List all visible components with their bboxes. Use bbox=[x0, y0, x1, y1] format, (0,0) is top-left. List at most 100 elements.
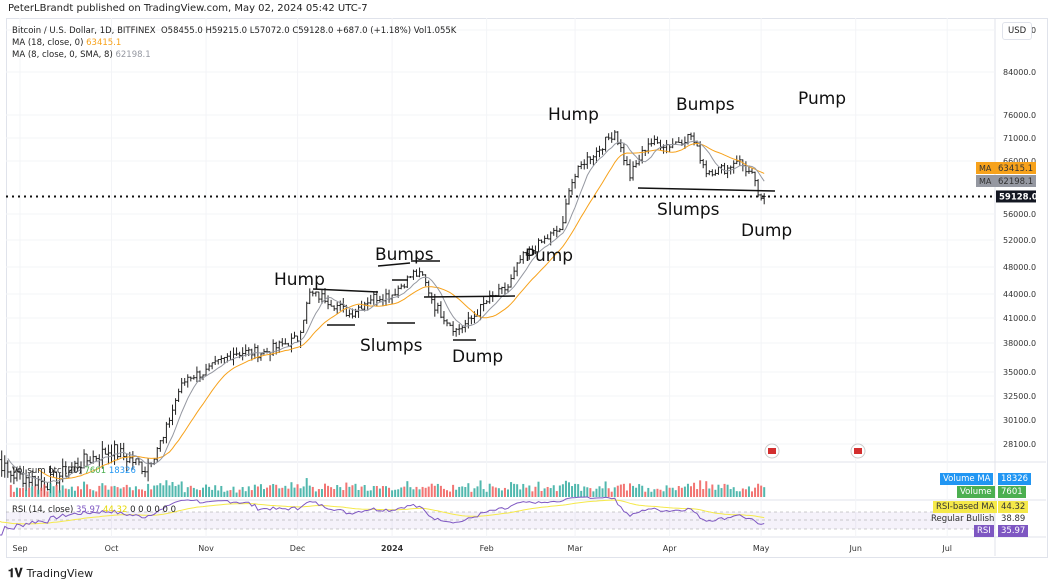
tradingview-logo[interactable]: 𝟏𝐕 TradingView bbox=[8, 566, 93, 581]
currency-button[interactable]: USD bbox=[1002, 22, 1033, 40]
volume-bar bbox=[446, 490, 448, 497]
volume-ma-value: 18326 bbox=[108, 466, 136, 476]
price-tick-label: 32500.0 bbox=[1003, 392, 1036, 401]
volume-bar bbox=[421, 486, 424, 497]
volume-bar bbox=[317, 489, 320, 497]
volume-tag: Volume bbox=[957, 486, 995, 498]
volume-bar bbox=[208, 486, 211, 497]
volume-bar bbox=[86, 484, 89, 497]
volume-bar bbox=[37, 489, 40, 497]
volume-bar bbox=[195, 489, 198, 497]
volume-bar bbox=[656, 488, 659, 497]
volume-bar bbox=[324, 483, 326, 497]
symbol-name[interactable]: Bitcoin / U.S. Dollar, 1D, BITFINEX bbox=[12, 26, 156, 36]
volume-bar bbox=[141, 489, 143, 497]
volume-bar bbox=[226, 490, 229, 497]
volume-bar bbox=[67, 489, 70, 497]
rsi-ma-axis-value: 44.32 bbox=[998, 501, 1029, 513]
volume-bar bbox=[342, 490, 345, 497]
volume-bar bbox=[351, 485, 354, 497]
volume-bar bbox=[638, 484, 641, 497]
brand-name: TradingView bbox=[26, 567, 94, 580]
volume-bar bbox=[668, 487, 671, 497]
volume-bar bbox=[693, 482, 696, 497]
volume-bar bbox=[616, 485, 619, 497]
volume-bar bbox=[714, 489, 717, 497]
volume-bar bbox=[744, 489, 747, 497]
volume-bar bbox=[305, 478, 308, 497]
volume-bar bbox=[439, 485, 442, 497]
ma8-legend[interactable]: MA (8, close, 0, SMA, 8) 62198.1 bbox=[12, 50, 151, 60]
volume-bar bbox=[400, 487, 403, 497]
volume-bar bbox=[171, 482, 174, 497]
volume-bar bbox=[717, 484, 720, 497]
tv-logo-icon: 𝟏𝐕 bbox=[8, 566, 23, 580]
volume-bar bbox=[601, 488, 604, 497]
price-tick-label: 35000.0 bbox=[1003, 368, 1036, 377]
annotation-label: Bumps bbox=[375, 245, 434, 265]
volume-bar bbox=[34, 486, 37, 497]
ma18-value: 63415.1 bbox=[86, 38, 122, 48]
volume-ma-axis-value: 18326 bbox=[998, 473, 1032, 485]
volume-bar bbox=[131, 490, 134, 497]
volume-bar bbox=[619, 484, 622, 497]
volume-bar bbox=[58, 490, 61, 497]
volume-bar bbox=[202, 487, 204, 497]
volume-bar bbox=[293, 487, 296, 497]
volume-bar bbox=[747, 486, 750, 497]
volume-bar bbox=[571, 486, 574, 497]
volume-bar bbox=[220, 485, 223, 497]
volume-bar bbox=[25, 489, 28, 497]
volume-bar bbox=[647, 487, 650, 497]
volume-bar bbox=[232, 486, 235, 497]
volume-bar bbox=[406, 481, 409, 497]
ma18-line bbox=[37, 142, 765, 480]
volume-bar bbox=[28, 487, 31, 497]
volume-bar bbox=[436, 483, 439, 497]
volume-bar bbox=[424, 487, 427, 497]
volume-bar bbox=[610, 491, 613, 497]
chart-frame bbox=[6, 18, 1048, 558]
volume-bar bbox=[534, 486, 537, 497]
volume-bar bbox=[192, 487, 195, 497]
annotation-label: Hump bbox=[274, 270, 325, 290]
volume-bar bbox=[604, 481, 607, 497]
time-tick-label: Sep bbox=[12, 544, 27, 553]
ma8-value: 62198.1 bbox=[115, 50, 151, 60]
volume-bar bbox=[275, 484, 278, 497]
volume-bar bbox=[119, 488, 122, 497]
ma18-legend[interactable]: MA (18, close, 0) 63415.1 bbox=[12, 38, 121, 48]
volume-bar bbox=[287, 488, 290, 497]
volume-bar bbox=[525, 487, 528, 497]
volume-bar bbox=[397, 489, 400, 497]
symbol-legend: Bitcoin / U.S. Dollar, 1D, BITFINEX O584… bbox=[12, 26, 456, 36]
volume-bar bbox=[177, 484, 180, 497]
volume-bar bbox=[229, 490, 232, 497]
last-price-label: 59128.0 bbox=[999, 192, 1038, 202]
volume-bar bbox=[43, 484, 46, 497]
volume-bar bbox=[183, 492, 186, 497]
volume-bar bbox=[31, 486, 34, 497]
rsi-extra-values: 0 0 0 0 0 0 bbox=[130, 505, 177, 515]
volume-bar bbox=[592, 491, 595, 497]
volume-bar bbox=[9, 484, 12, 497]
volume-bar bbox=[174, 486, 177, 497]
volume-bar bbox=[711, 484, 714, 497]
trendline bbox=[423, 295, 516, 298]
volume-bar bbox=[107, 489, 110, 497]
time-tick-label: Jun bbox=[848, 544, 862, 553]
volume-bar bbox=[19, 488, 21, 497]
volume-bar bbox=[561, 484, 564, 497]
volume-bar bbox=[760, 485, 763, 497]
ma-tag-value: 63415.1 bbox=[998, 164, 1033, 174]
rsi-ma-value: 44.32 bbox=[103, 505, 128, 515]
volume-bar bbox=[558, 485, 561, 497]
volume-bar bbox=[622, 483, 625, 497]
annotation-label: Dump bbox=[452, 347, 503, 367]
volume-bar bbox=[528, 485, 531, 497]
ma8-label: MA (8, close, 0, SMA, 8) bbox=[12, 50, 113, 60]
volume-bar bbox=[244, 491, 247, 497]
volume-bar bbox=[564, 480, 567, 497]
